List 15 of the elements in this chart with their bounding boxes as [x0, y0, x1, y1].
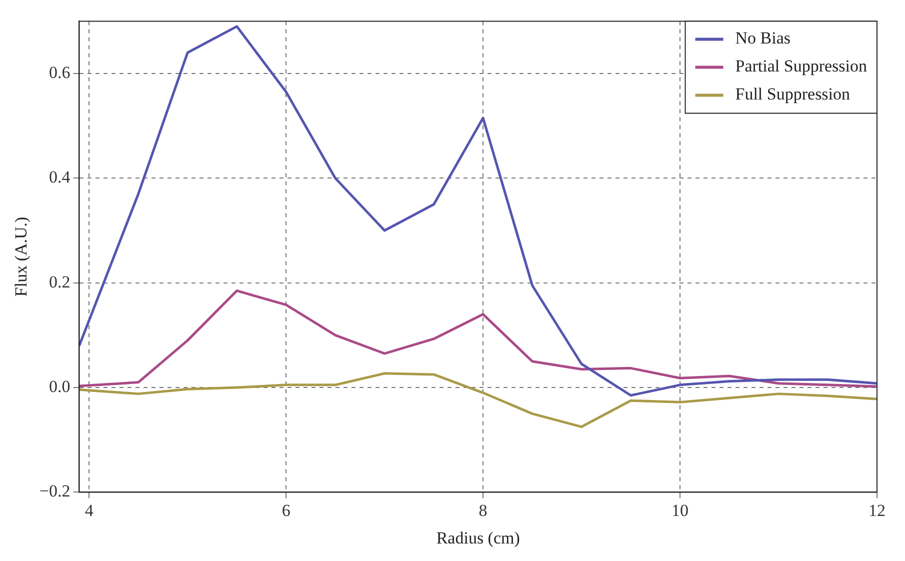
- y-axis-title: Flux (A.U.): [12, 216, 31, 297]
- x-tick-label: 8: [478, 500, 488, 520]
- y-tick-label: 0.0: [48, 377, 70, 396]
- y-tick-label: −0.2: [39, 482, 70, 501]
- legend-label: No Bias: [735, 28, 791, 48]
- x-tick-label: 6: [282, 500, 290, 520]
- legend-label: Partial Suppression: [735, 56, 868, 76]
- x-tick-label: 10: [672, 500, 689, 520]
- x-tick-label: 4: [84, 500, 94, 520]
- x-axis-title: Radius (cm): [436, 528, 520, 548]
- y-tick-label: 0.6: [48, 63, 70, 82]
- legend-label: Full Suppression: [735, 84, 851, 104]
- x-tick-label: 12: [868, 500, 886, 520]
- y-tick-label: 0.4: [48, 168, 71, 187]
- y-tick-label: 0.2: [48, 272, 70, 292]
